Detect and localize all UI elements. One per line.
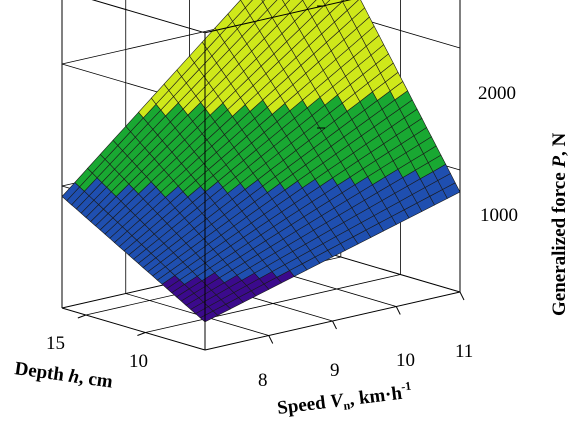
floor-right-edge bbox=[316, 249, 461, 293]
x-axis-label-sup: -1 bbox=[400, 379, 412, 394]
x-axis-label-sub: n bbox=[343, 398, 352, 413]
x-axis-label: Speed Vn, km·h-1 bbox=[276, 379, 414, 421]
y-tick-label: 10 bbox=[129, 351, 148, 372]
x-tick-mark bbox=[268, 335, 274, 344]
x-axis-label-suffix: , km·h bbox=[348, 383, 403, 410]
surface-patch bbox=[61, 182, 80, 202]
z-tick-label: 2000 bbox=[478, 83, 516, 104]
x-tick-mark bbox=[459, 291, 465, 301]
z-tick-label: 1000 bbox=[480, 205, 518, 226]
x-axis-label-var: V bbox=[329, 390, 345, 413]
z-axis-label-suffix: , N bbox=[549, 132, 570, 156]
surface-patch bbox=[341, 0, 345, 2]
y-tick-mark bbox=[77, 314, 87, 319]
y-axis-label: Depth h, cm bbox=[13, 358, 114, 393]
z-axis-ticks: 2000 1000 bbox=[478, 83, 518, 226]
top-front-edge bbox=[204, 0, 352, 34]
x-tick-label: 10 bbox=[396, 350, 415, 371]
y-axis-ticks: 15 10 bbox=[46, 333, 148, 372]
surface-patch bbox=[282, 0, 291, 6]
x-tick-label: 8 bbox=[258, 370, 268, 391]
surface-patch bbox=[321, 0, 331, 6]
x-tick-label: 11 bbox=[455, 341, 473, 362]
y-axis-label-var: h bbox=[67, 366, 80, 388]
y-gridline-floor bbox=[145, 274, 401, 333]
x-tick-label: 9 bbox=[330, 360, 340, 381]
x-tick-mark bbox=[332, 320, 337, 330]
x-tick-mark bbox=[395, 306, 401, 315]
surface-mesh bbox=[61, 0, 461, 323]
y-tick-mark bbox=[137, 332, 146, 336]
plot-box-front bbox=[61, 0, 465, 351]
y-axis-label-suffix: , cm bbox=[78, 367, 115, 393]
z-axis-label-prefix: Generalized force bbox=[549, 168, 570, 316]
z-axis-label: Generalized force P, N bbox=[549, 132, 570, 316]
floor-left-edge bbox=[61, 307, 206, 351]
surface-patch bbox=[261, 0, 265, 3]
x-axis-label-prefix: Speed bbox=[276, 392, 331, 419]
top-left-edge bbox=[91, 0, 206, 34]
x-axis-ticks: 8 9 10 11 bbox=[258, 341, 473, 391]
z-axis-label-var: P bbox=[549, 156, 570, 169]
y-tick-label: 15 bbox=[46, 333, 65, 354]
y-axis-label-prefix: Depth bbox=[13, 358, 70, 386]
